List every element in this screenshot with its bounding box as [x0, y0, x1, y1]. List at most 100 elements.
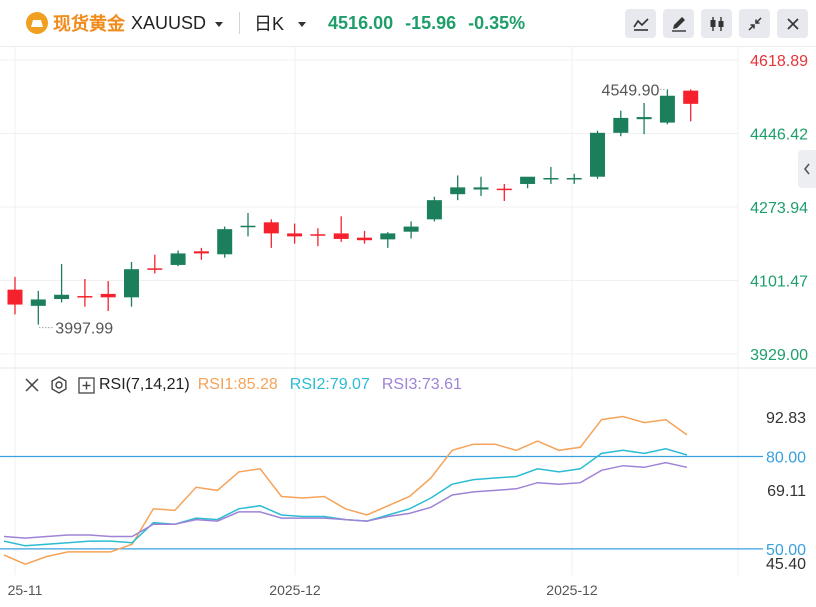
annotation-label: 3997.99 [55, 321, 113, 338]
candle-body [357, 237, 372, 241]
candle-body [263, 222, 279, 234]
expand-panel-button[interactable] [798, 150, 816, 188]
edit-pencil-icon [671, 16, 686, 32]
candle-body [566, 177, 582, 180]
candle-body [333, 233, 349, 239]
candle-body [636, 117, 652, 120]
price-annotations: 4549.90 3997.99 [39, 82, 667, 338]
candle-body [543, 177, 559, 180]
header-divider [239, 12, 241, 34]
chart-type-button[interactable] [701, 9, 732, 38]
collapse-icon [747, 16, 762, 31]
candle-body [147, 268, 163, 270]
candle [263, 219, 279, 248]
price-axis-label: 4618.89 [750, 53, 808, 70]
candle-body [590, 132, 605, 177]
rsi-series-3 [3, 461, 688, 539]
candle [450, 175, 466, 201]
toolbar [625, 9, 808, 38]
candle-body [450, 187, 466, 195]
candle [403, 221, 419, 239]
candle [520, 176, 536, 189]
candle [380, 232, 396, 248]
candle [124, 261, 139, 307]
candle-body [380, 233, 396, 240]
chevron-down-icon[interactable] [215, 21, 224, 27]
settings-gear-icon[interactable] [50, 376, 68, 394]
candle-body [403, 226, 419, 232]
candle-body [659, 95, 675, 123]
close-icon [786, 17, 799, 30]
rsi-axis-label: 92.83 [766, 410, 806, 427]
rsi-series-2 [3, 448, 688, 547]
rsi-series-1 [3, 415, 688, 566]
candle-body [54, 294, 70, 300]
rsi-lines [3, 415, 688, 566]
candle [636, 102, 652, 135]
indicator-name[interactable]: RSI(7,14,21) [99, 376, 190, 393]
price-annotation: 4549.90 [602, 82, 667, 99]
brand-name: 现货黄金 [53, 14, 125, 34]
candle-body [124, 269, 139, 298]
last-price: 4516.00 [328, 12, 394, 33]
candle [217, 226, 233, 258]
price-axis-label: 3929.00 [750, 347, 808, 364]
price-change: -15.96 [405, 12, 457, 33]
symbol-selector[interactable]: XAUUSD [131, 12, 207, 33]
candle-body [496, 188, 512, 191]
draw-button[interactable] [663, 9, 694, 38]
candle [77, 278, 93, 307]
candle [333, 216, 349, 242]
candle [240, 212, 256, 237]
rsi-axis-label: 69.11 [767, 483, 806, 500]
interval-selector[interactable]: 日K [254, 14, 285, 34]
line-chart-button[interactable] [625, 9, 656, 38]
rsi-axis-label: 80.00 [766, 449, 806, 466]
candle [566, 173, 582, 184]
add-indicator-icon[interactable] [78, 376, 95, 394]
candle-body [473, 187, 489, 190]
candle-body [7, 289, 23, 305]
candle [543, 166, 559, 184]
candle-body [683, 90, 699, 104]
candle [473, 176, 489, 196]
rsi-axis-label: 50.00 [766, 542, 806, 559]
candle [287, 223, 303, 244]
candle [147, 254, 163, 274]
line-chart-icon [632, 17, 649, 31]
candle [170, 250, 186, 267]
candle [426, 196, 442, 222]
time-axis-label: 2025-12 [269, 582, 321, 598]
rsi1-value: RSI1:85.28 [197, 376, 278, 393]
rsi2-value: RSI2:79.07 [289, 376, 370, 393]
candle-body [77, 296, 93, 298]
candle-body [217, 229, 233, 255]
collapse-button[interactable] [739, 9, 770, 38]
close-indicator-icon[interactable] [24, 377, 40, 393]
candle [100, 281, 116, 311]
rsi3-value: RSI3:73.61 [381, 376, 462, 393]
rsi-axis-label: 45.40 [766, 556, 806, 573]
candle [310, 228, 326, 247]
chart-grid [0, 47, 816, 575]
chart-header: 现货黄金 XAUUSD 日K 4516.00 -15.96 -0.35% [0, 0, 816, 46]
candle [30, 290, 46, 325]
candle-body [240, 225, 256, 228]
price-change-percent: -0.35% [468, 12, 526, 33]
candle [193, 247, 209, 260]
candle [54, 264, 70, 303]
candles [7, 89, 699, 325]
candle [659, 89, 675, 125]
time-axis: 25-11 2025-12 2025-12 [8, 582, 598, 598]
price-axis-label: 4101.47 [750, 274, 808, 291]
indicator-legend: RSI(7,14,21) RSI1:85.28 RSI2:79.07 RSI3:… [24, 374, 474, 396]
gold-bar-icon [26, 12, 48, 34]
candle-body [520, 176, 536, 184]
header-separator [0, 46, 816, 47]
chevron-left-icon [803, 163, 810, 175]
price-axis-label: 4446.42 [750, 126, 808, 143]
close-button[interactable] [777, 9, 808, 38]
chevron-down-icon[interactable] [298, 21, 307, 27]
